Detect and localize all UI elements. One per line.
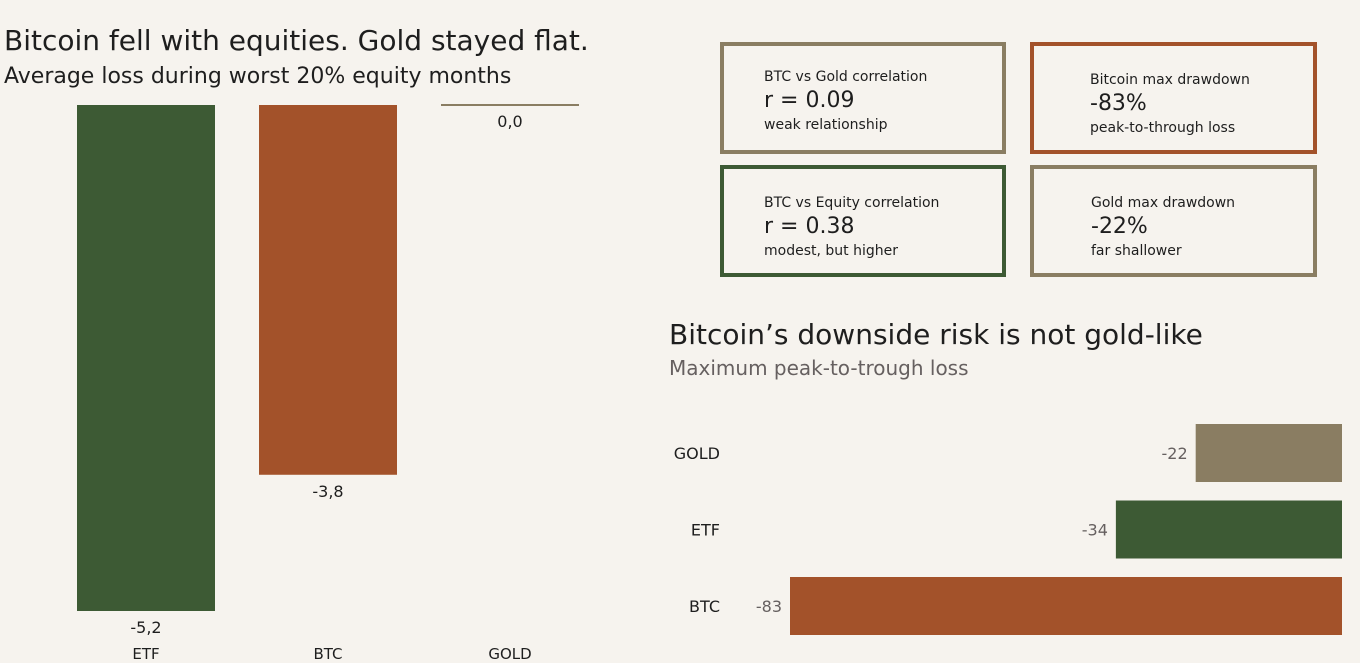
kpi-label: Bitcoin max drawdown xyxy=(1090,72,1250,88)
hbar-etf xyxy=(1115,500,1342,559)
value-label-btc: -3,8 xyxy=(312,482,343,501)
kpi-value: -83% xyxy=(1090,91,1147,116)
left-chart-subtitle: Average loss during worst 20% equity mon… xyxy=(4,64,512,89)
kpi-value: -22% xyxy=(1091,214,1148,239)
hvalue-label-gold: -22 xyxy=(1162,444,1188,463)
hbar-btc xyxy=(790,577,1342,635)
category-label-gold: GOLD xyxy=(488,645,531,663)
hvalue-label-etf: -34 xyxy=(1082,521,1108,540)
bar-etf xyxy=(77,105,215,611)
kpi-note: peak-to-through loss xyxy=(1090,120,1236,136)
hcategory-label-etf: ETF xyxy=(691,521,720,540)
kpi-note: weak relationship xyxy=(764,117,888,133)
kpi-card-btc-gold-correlation: BTC vs Gold correlation r = 0.09 weak re… xyxy=(720,42,1006,154)
kpi-card-btc-equity-correlation: BTC vs Equity correlation r = 0.38 modes… xyxy=(720,165,1006,277)
hcategory-label-btc: BTC xyxy=(689,597,720,616)
kpi-label: BTC vs Equity correlation xyxy=(764,195,940,211)
left-chart-title: Bitcoin fell with equities. Gold stayed … xyxy=(4,24,589,57)
right-chart-subtitle: Maximum peak-to-trough loss xyxy=(669,356,969,380)
category-label-btc: BTC xyxy=(313,645,342,663)
value-label-gold: 0,0 xyxy=(497,112,522,131)
kpi-label: Gold max drawdown xyxy=(1091,195,1236,211)
kpi-label: BTC vs Gold correlation xyxy=(764,69,928,85)
kpi-card-gold-max-drawdown: Gold max drawdown -22% far shallower xyxy=(1030,165,1317,277)
kpi-note: far shallower xyxy=(1091,243,1182,259)
kpi-value: r = 0.38 xyxy=(764,214,855,239)
kpi-note: modest, but higher xyxy=(764,243,898,259)
kpi-card-bitcoin-max-drawdown: Bitcoin max drawdown -83% peak-to-throug… xyxy=(1030,42,1317,154)
hcategory-label-gold: GOLD xyxy=(674,444,720,463)
hvalue-label-btc: -83 xyxy=(756,597,782,616)
value-label-etf: -5,2 xyxy=(130,618,161,637)
hbar-gold xyxy=(1195,424,1342,482)
bar-btc xyxy=(259,105,397,475)
kpi-value: r = 0.09 xyxy=(764,88,855,113)
right-chart-title: Bitcoin’s downside risk is not gold-like xyxy=(669,318,1203,351)
loss-bar-chart: -5,2 ETF -3,8 BTC 0,0 GOLD xyxy=(77,104,579,663)
category-label-etf: ETF xyxy=(132,645,159,663)
